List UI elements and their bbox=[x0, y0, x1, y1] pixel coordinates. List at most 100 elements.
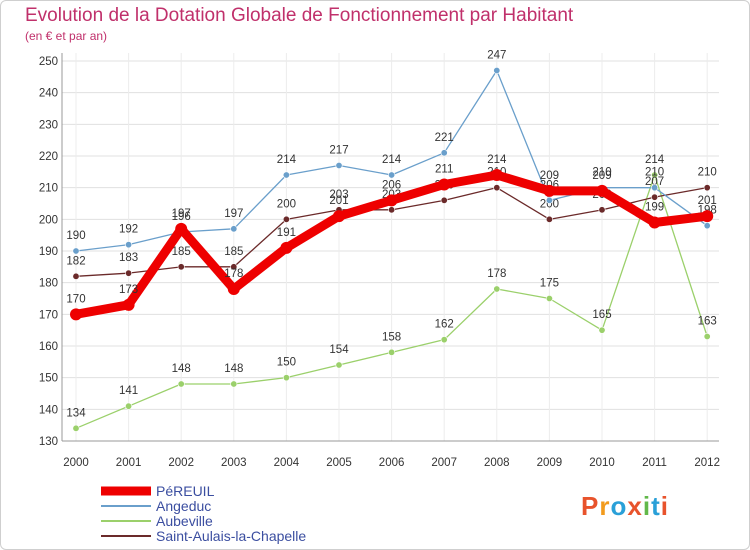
data-point bbox=[703, 332, 711, 340]
data-label: 150 bbox=[277, 357, 296, 369]
data-point bbox=[177, 380, 185, 388]
logo-letter: t bbox=[651, 491, 661, 521]
y-tick-label: 140 bbox=[39, 404, 58, 416]
data-point bbox=[490, 169, 503, 181]
data-label: 221 bbox=[435, 132, 454, 144]
data-label: 165 bbox=[592, 309, 611, 321]
legend-label: Aubeville bbox=[156, 513, 213, 529]
data-point bbox=[493, 67, 501, 75]
data-point bbox=[598, 206, 606, 214]
x-tick-label: 2003 bbox=[221, 457, 247, 469]
data-label: 158 bbox=[382, 331, 401, 343]
x-tick-label: 2007 bbox=[431, 457, 457, 469]
data-point bbox=[175, 222, 188, 235]
data-point bbox=[227, 283, 240, 295]
x-tick-label: 2011 bbox=[642, 457, 667, 469]
data-label: 211 bbox=[435, 164, 453, 176]
data-label: 154 bbox=[329, 344, 349, 356]
x-tick-label: 2012 bbox=[694, 457, 720, 469]
legend-label: Angeduc bbox=[156, 498, 211, 514]
data-point bbox=[230, 263, 238, 271]
data-point bbox=[70, 308, 82, 321]
y-tick-label: 220 bbox=[39, 151, 58, 163]
data-label: 201 bbox=[329, 195, 348, 207]
data-label: 148 bbox=[172, 363, 191, 375]
y-tick-label: 160 bbox=[39, 341, 58, 353]
data-label: 183 bbox=[119, 252, 138, 264]
y-tick-label: 150 bbox=[39, 373, 58, 385]
data-label: 217 bbox=[329, 145, 348, 157]
data-label: 134 bbox=[66, 407, 86, 419]
x-tick-label: 2010 bbox=[589, 457, 615, 469]
data-label: 210 bbox=[645, 167, 664, 179]
y-tick-label: 170 bbox=[39, 309, 58, 321]
x-tick-label: 2000 bbox=[63, 457, 89, 469]
data-point bbox=[648, 216, 661, 229]
data-label: 209 bbox=[592, 170, 611, 182]
data-point bbox=[545, 215, 553, 223]
data-label: 203 bbox=[329, 189, 348, 201]
logo-letter: x bbox=[627, 491, 643, 521]
data-point bbox=[122, 298, 135, 311]
data-label: 199 bbox=[645, 202, 664, 214]
data-point bbox=[388, 348, 396, 356]
y-tick-label: 190 bbox=[39, 246, 58, 258]
data-point bbox=[335, 162, 343, 170]
logo-letter: i bbox=[642, 491, 652, 521]
data-label: 210 bbox=[698, 167, 717, 179]
data-label: 247 bbox=[487, 50, 506, 62]
data-point bbox=[545, 196, 553, 204]
data-point bbox=[282, 171, 290, 179]
data-point bbox=[545, 294, 553, 302]
x-tick-label: 2008 bbox=[484, 457, 510, 469]
data-point bbox=[72, 247, 80, 255]
logo-letter: o bbox=[610, 491, 628, 521]
data-label: 178 bbox=[487, 268, 506, 280]
data-label: 175 bbox=[540, 278, 559, 290]
data-point bbox=[440, 196, 448, 204]
y-tick-label: 210 bbox=[39, 183, 58, 195]
data-point bbox=[125, 402, 133, 410]
y-tick-label: 250 bbox=[39, 56, 58, 68]
proxiti-logo: Proxiti bbox=[581, 491, 669, 522]
data-point bbox=[72, 424, 80, 432]
y-tick-label: 230 bbox=[39, 119, 58, 131]
x-tick-label: 2009 bbox=[537, 457, 563, 469]
data-point bbox=[280, 241, 293, 254]
y-tick-label: 240 bbox=[39, 88, 58, 100]
data-label: 214 bbox=[487, 154, 507, 166]
y-tick-label: 200 bbox=[39, 214, 58, 226]
data-point bbox=[543, 184, 556, 197]
x-tick-label: 2006 bbox=[379, 457, 405, 469]
data-point bbox=[596, 184, 608, 197]
x-tick-label: 2005 bbox=[326, 457, 352, 469]
data-label: 206 bbox=[382, 179, 401, 191]
data-point bbox=[651, 171, 659, 179]
x-tick-label: 2001 bbox=[116, 457, 142, 469]
plot-area bbox=[62, 53, 719, 441]
x-tick-label: 2002 bbox=[168, 457, 194, 469]
data-label: 185 bbox=[172, 246, 191, 258]
data-label: 182 bbox=[66, 255, 85, 267]
data-point bbox=[282, 215, 290, 223]
data-point bbox=[333, 210, 345, 223]
data-point bbox=[703, 222, 711, 230]
data-label: 214 bbox=[277, 154, 297, 166]
data-label: 190 bbox=[66, 230, 85, 242]
x-tick-label: 2004 bbox=[274, 457, 300, 469]
data-label: 191 bbox=[277, 227, 296, 239]
data-label: 196 bbox=[172, 211, 191, 223]
data-point bbox=[385, 194, 398, 207]
y-tick-label: 130 bbox=[39, 436, 58, 448]
data-point bbox=[125, 241, 133, 249]
data-point bbox=[493, 285, 501, 293]
data-label: 214 bbox=[645, 154, 665, 166]
data-label: 192 bbox=[119, 224, 138, 236]
logo-letter: P bbox=[581, 491, 600, 521]
data-label: 200 bbox=[540, 198, 559, 210]
data-label: 141 bbox=[119, 385, 138, 397]
legend-label: PéREUIL bbox=[156, 483, 215, 499]
y-tick-label: 180 bbox=[39, 278, 58, 290]
